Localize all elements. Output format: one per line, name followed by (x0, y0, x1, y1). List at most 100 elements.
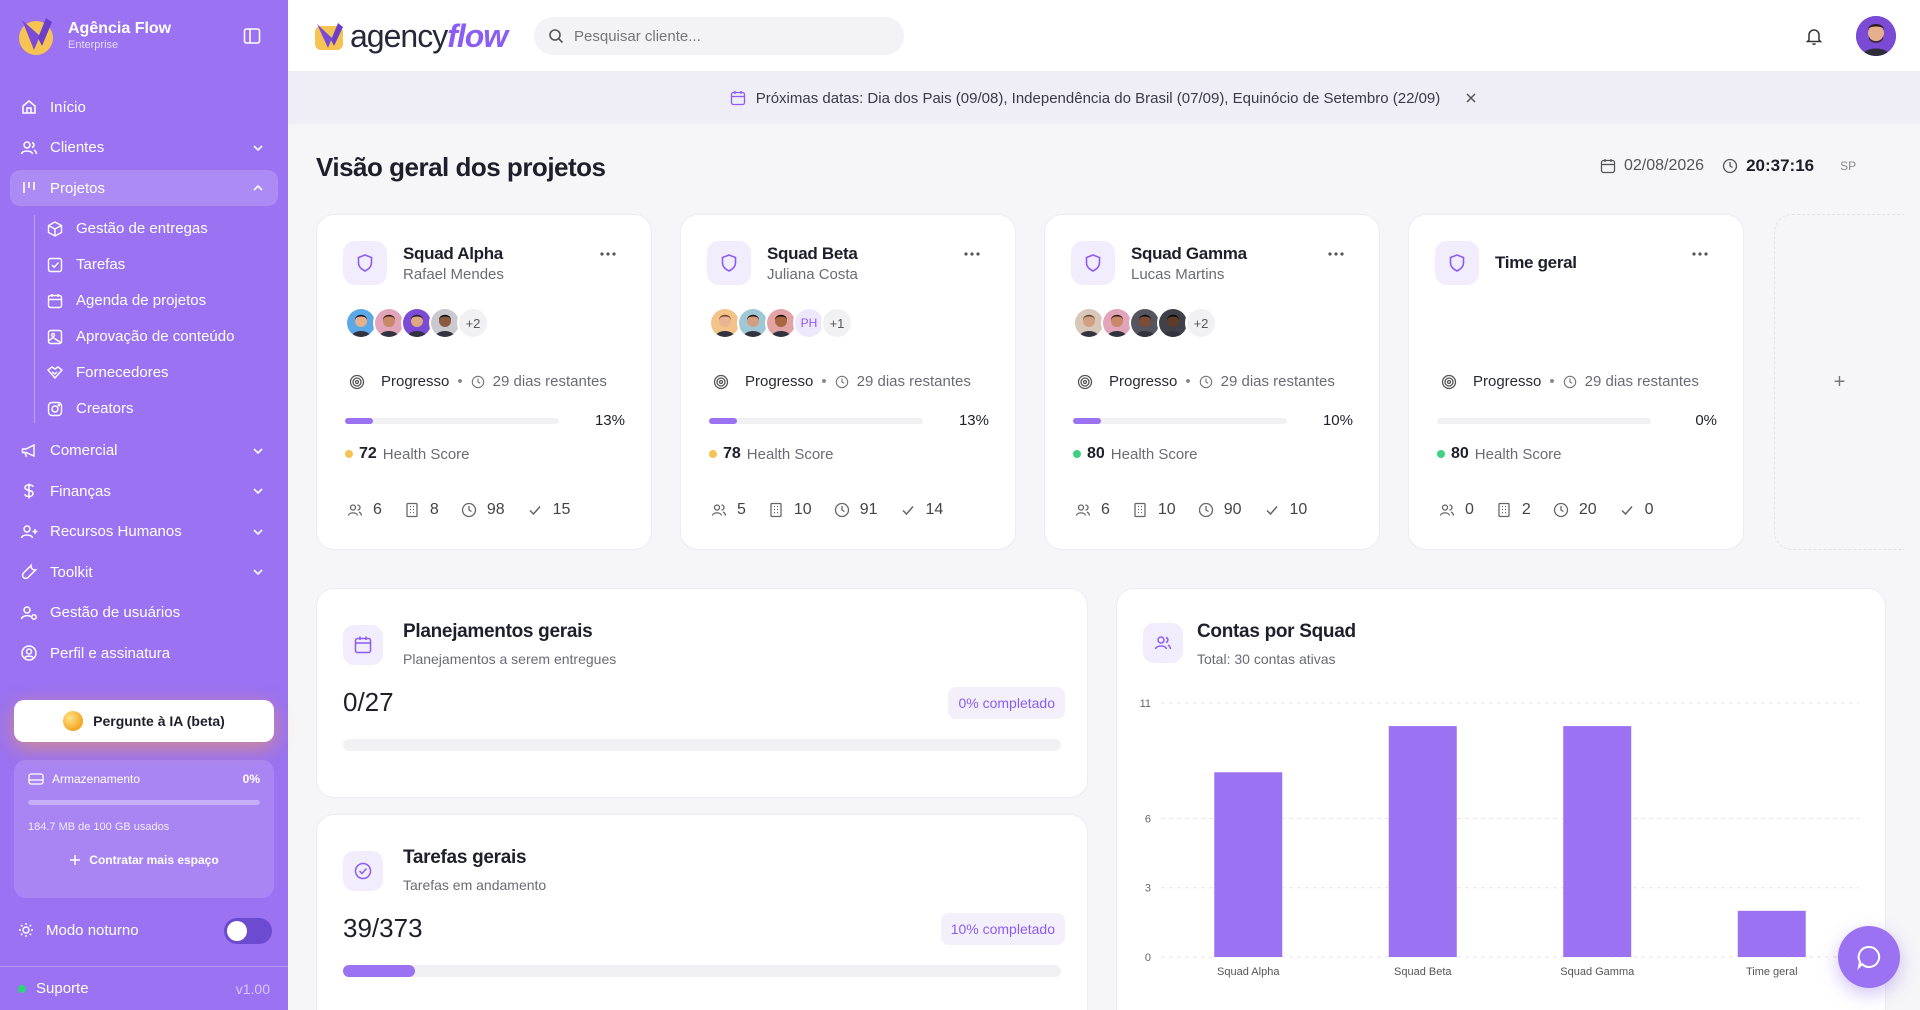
submenu-item-entregas[interactable]: Gestão de entregas (46, 211, 278, 247)
submenu-item-creators[interactable]: Creators (46, 391, 278, 427)
ask-ai-button[interactable]: Pergunte à IA (beta) (14, 700, 274, 742)
squad-progress-percent: 0% (1695, 412, 1717, 429)
buy-storage-button[interactable]: Contratar mais espaço (28, 853, 260, 867)
calendar-icon (47, 293, 63, 308)
stat-people-value: 6 (373, 501, 382, 518)
more-options-icon[interactable] (599, 251, 617, 257)
sidebar-toggle-icon[interactable] (242, 26, 262, 46)
stat-hours: 90 (1198, 501, 1242, 519)
separator-dot: • (1549, 373, 1555, 390)
member-avatar-photo (347, 309, 375, 337)
stat-hours-value: 91 (859, 501, 878, 518)
shield-icon (1449, 254, 1465, 272)
stat-done: 0 (1619, 501, 1654, 519)
target-icon (1441, 374, 1457, 389)
target-icon (1077, 374, 1093, 389)
bar-squad-alpha (1214, 772, 1283, 957)
bell-icon[interactable] (1804, 26, 1824, 46)
squad-card[interactable]: Squad Alpha Rafael Mendes +2 Progresso •… (316, 214, 652, 550)
agencyflow-logo[interactable]: agency flow (314, 18, 508, 55)
more-options-icon[interactable] (1327, 251, 1345, 257)
stat-done-value: 0 (1644, 501, 1654, 518)
home-icon (22, 100, 36, 114)
submenu-item-agenda[interactable]: Agenda de projetos (46, 283, 278, 319)
support-bar[interactable]: Suporte v1.00 (0, 966, 288, 1010)
stat-hours: 91 (834, 501, 878, 519)
sidebar-item-projetos[interactable]: Projetos (10, 170, 278, 206)
sidebar-item-clientes[interactable]: Clientes (10, 130, 278, 166)
shield-icon (357, 254, 373, 272)
submenu-item-label: Fornecedores (76, 364, 169, 381)
logo-mark-icon (315, 22, 343, 50)
planejamentos-icon-box (343, 625, 383, 665)
dollar-icon (24, 483, 34, 499)
y-tick-label: 3 (1145, 883, 1151, 895)
sidebar-item-label: Comercial (50, 442, 118, 459)
health-score-label: Health Score (1110, 445, 1198, 463)
submenu-item-fornecedores[interactable]: Fornecedores (46, 355, 278, 391)
search-icon (549, 29, 564, 44)
user-cog-icon (20, 605, 37, 620)
more-options-icon[interactable] (1691, 251, 1709, 257)
member-avatar-photo (711, 309, 739, 337)
chevron-down-icon (253, 488, 263, 495)
users-icon (711, 504, 727, 516)
separator-dot: • (457, 373, 463, 390)
current-time: 20:37:16 (1746, 156, 1815, 175)
sidebar-item-label: Recursos Humanos (50, 523, 182, 540)
shield-icon-box (343, 241, 387, 285)
brand-name: Agência Flow (68, 20, 172, 37)
days-remaining: 29 dias restantes (492, 373, 607, 390)
stat-hours: 20 (1553, 501, 1597, 519)
top-bar: agency flow (288, 0, 1920, 72)
chat-button[interactable] (1838, 926, 1900, 988)
squad-card[interactable]: Squad Beta Juliana Costa PH +1 Progresso … (680, 214, 1016, 550)
sidebar-item-inicio[interactable]: Início (10, 89, 278, 125)
health-score-dot (1437, 450, 1445, 458)
sidebar-item-financas[interactable]: Finanças (10, 473, 278, 509)
clock-icon (835, 375, 848, 388)
progress-row: Progresso • 29 dias restantes (713, 373, 971, 390)
search-box[interactable] (534, 17, 904, 55)
night-mode-toggle[interactable] (224, 918, 272, 944)
sidebar-item-comercial[interactable]: Comercial (10, 433, 278, 469)
chevron-down-icon (253, 144, 263, 151)
submenu-item-tarefas[interactable]: Tarefas (46, 247, 278, 283)
squad-stats: 5 10 91 14 (711, 501, 965, 519)
support-label: Suporte (36, 980, 89, 997)
sidebar-item-toolkit[interactable]: Toolkit (10, 554, 278, 590)
sidebar-item-perfil[interactable]: Perfil e assinatura (10, 635, 278, 671)
sidebar-item-usuarios[interactable]: Gestão de usuários (10, 595, 278, 631)
sidebar: Agência Flow Enterprise Início Clientes … (0, 0, 288, 1010)
chevron-down-icon (253, 528, 263, 535)
building-icon (1498, 502, 1510, 518)
chevron-down-icon (253, 447, 263, 454)
add-squad-button[interactable]: + (1774, 214, 1904, 550)
squad-card[interactable]: Squad Gamma Lucas Martins +2 Progresso •… (1044, 214, 1380, 550)
search-input[interactable] (574, 27, 874, 45)
clock-icon (1563, 375, 1576, 388)
bar-squad-gamma (1563, 726, 1632, 957)
close-icon[interactable] (1464, 91, 1478, 105)
more-options-icon[interactable] (963, 251, 981, 257)
stat-hours-value: 90 (1223, 501, 1242, 518)
tarefas-icon-box (343, 851, 383, 891)
days-remaining: 29 dias restantes (1584, 373, 1699, 390)
current-date: 02/08/2026 (1624, 157, 1705, 174)
user-avatar[interactable] (1856, 16, 1896, 56)
check-circle-icon (354, 862, 372, 880)
squad-card[interactable]: Time geral Progresso • 29 dias restantes… (1408, 214, 1744, 550)
days-remaining: 29 dias restantes (856, 373, 971, 390)
more-members-badge: +2 (457, 307, 489, 339)
stat-hours-value: 98 (486, 501, 505, 518)
sidebar-nav: Início Clientes Projetos Gestão de entre… (10, 89, 278, 676)
member-avatar-photo (431, 309, 459, 337)
submenu-item-aprovacao[interactable]: Aprovação de conteúdo (46, 319, 278, 355)
y-tick-label: 11 (1140, 698, 1151, 710)
sidebar-item-rh[interactable]: Recursos Humanos (10, 514, 278, 550)
progress-row: Progresso • 29 dias restantes (349, 373, 607, 390)
squad-card-header: Squad Beta Juliana Costa (707, 241, 858, 285)
users-icon (1075, 504, 1091, 516)
checkbox-icon (47, 257, 63, 272)
squad-stats: 0 2 20 0 (1439, 501, 1676, 519)
